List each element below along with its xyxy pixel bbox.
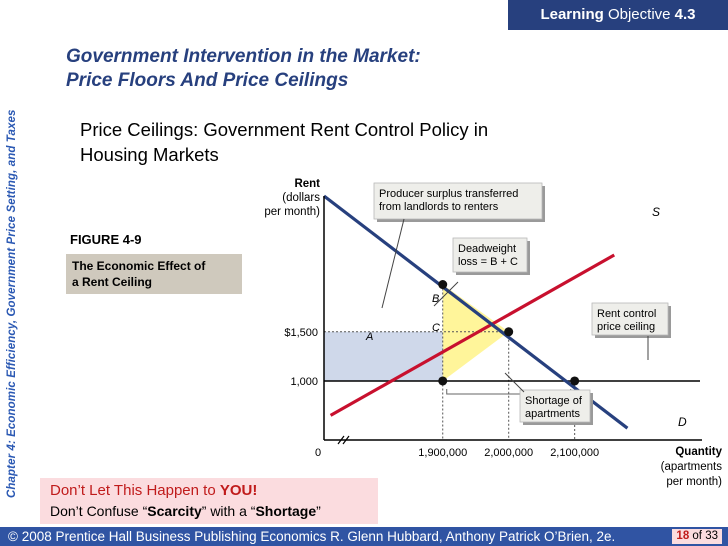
figure-caption: The Economic Effect of a Rent Ceiling [66, 254, 242, 294]
marked-point-2 [504, 327, 514, 337]
deadweight-connector [433, 281, 459, 307]
demand-curve [323, 194, 629, 430]
x-tick-label-2: 2,000,000 [484, 447, 533, 459]
supply-label: S [652, 205, 660, 219]
demand-label: D [678, 415, 687, 429]
warning-line2: Don’t Confuse “Scarcity” with a “Shortag… [50, 501, 378, 521]
area-a [324, 331, 443, 381]
learning-objective-badge: Learning Objective 4.3 [508, 0, 728, 30]
warning-text-e: ” [316, 503, 321, 519]
y-axis-title-line-2: per month) [264, 206, 320, 218]
warning-scarcity: Scarcity [147, 503, 202, 519]
y-tick-label-1: 1,000 [290, 376, 318, 388]
shortage-callout-connector [504, 372, 525, 393]
warning-prefix: Don’t Let This Happen to [50, 482, 220, 499]
producer-surplus-connector [381, 218, 405, 309]
page-sep: of [689, 530, 706, 542]
page-current: 18 [676, 530, 690, 542]
deadweight-callout-text-0: Deadweight [458, 243, 516, 255]
slide-subtitle: Price Ceilings: Government Rent Control … [80, 117, 488, 167]
rent-control-callout-text-0: Rent control [597, 308, 656, 320]
rent-control-callout-text-1: price ceiling [597, 321, 655, 333]
rent-control-callout-box [591, 302, 669, 336]
producer-surplus-callout-text-1: from landlords to renters [379, 201, 499, 213]
marked-point-1 [438, 280, 448, 290]
figure-caption-line1: The Economic Effect of [72, 259, 206, 273]
y-axis-title-line-1: (dollars [282, 192, 320, 204]
marked-point-3 [570, 376, 580, 386]
x-axis-title-line-2: per month) [666, 476, 722, 488]
lo-word2: Objective [607, 6, 671, 23]
y-tick-label-0: $1,500 [284, 327, 318, 339]
marked-point-0 [438, 376, 448, 386]
area-a-label: A [365, 331, 373, 343]
slide-subtitle-line1: Price Ceilings: Government Rent Control … [80, 119, 489, 140]
warning-text-c: ” with a “ [201, 503, 256, 519]
lo-word1: Learning [540, 6, 604, 23]
figure-number: FIGURE 4-9 [70, 232, 142, 247]
x-axis-title-line-1: (apartments [661, 461, 723, 473]
lo-number: 4.3 [674, 6, 696, 23]
footer-bar: © 2008 Prentice Hall Business Publishing… [0, 527, 728, 546]
y-axis-title-line-0: Rent [294, 178, 320, 190]
page-indicator: 18 of 33 [672, 529, 722, 544]
slide-title: Government Intervention in the Market: P… [66, 45, 421, 93]
shortage-callout-box [519, 389, 591, 423]
supply-curve [329, 253, 616, 417]
deadweight-callout-text-1: loss = B + C [458, 256, 518, 268]
x-tick-label-1: 1,900,000 [418, 447, 467, 459]
page-total: 33 [705, 530, 718, 542]
warning-text-a: Don’t Confuse “ [50, 503, 148, 519]
chapter-side-label: Chapter 4: Economic Efficiency, Governme… [6, 109, 18, 498]
shortage-callout-text-0: Shortage of [525, 395, 583, 407]
deadweight-callout-box [452, 237, 528, 273]
x-axis-title-line-0: Quantity [675, 446, 722, 458]
warning-box: Don’t Let This Happen to YOU! Don’t Conf… [40, 478, 378, 524]
warning-bold: YOU! [219, 482, 258, 499]
producer-surplus-callout-box [373, 182, 543, 220]
area-c-label: C [432, 322, 440, 334]
axis-break-mark [337, 435, 350, 445]
area-c [442, 331, 509, 381]
footer-copyright: © 2008 Prentice Hall Business Publishing… [8, 529, 616, 544]
area-b-label: B [432, 293, 439, 305]
producer-surplus-callout-text-0: Producer surplus transferred [379, 188, 518, 200]
figure-caption-line2: a Rent Ceiling [72, 275, 153, 289]
shortage-callout-text-1: apartments [525, 408, 581, 420]
x-tick-label-0: 0 [315, 447, 321, 459]
x-tick-label-3: 2,100,000 [550, 447, 599, 459]
warning-shortage: Shortage [255, 503, 317, 519]
area-b [442, 284, 509, 332]
slide-subtitle-line2: Housing Markets [80, 144, 219, 165]
warning-line1: Don’t Let This Happen to YOU! [50, 481, 378, 501]
slide-title-line2: Price Floors And Price Ceilings [66, 70, 349, 91]
slide-title-line1: Government Intervention in the Market: [66, 46, 421, 67]
